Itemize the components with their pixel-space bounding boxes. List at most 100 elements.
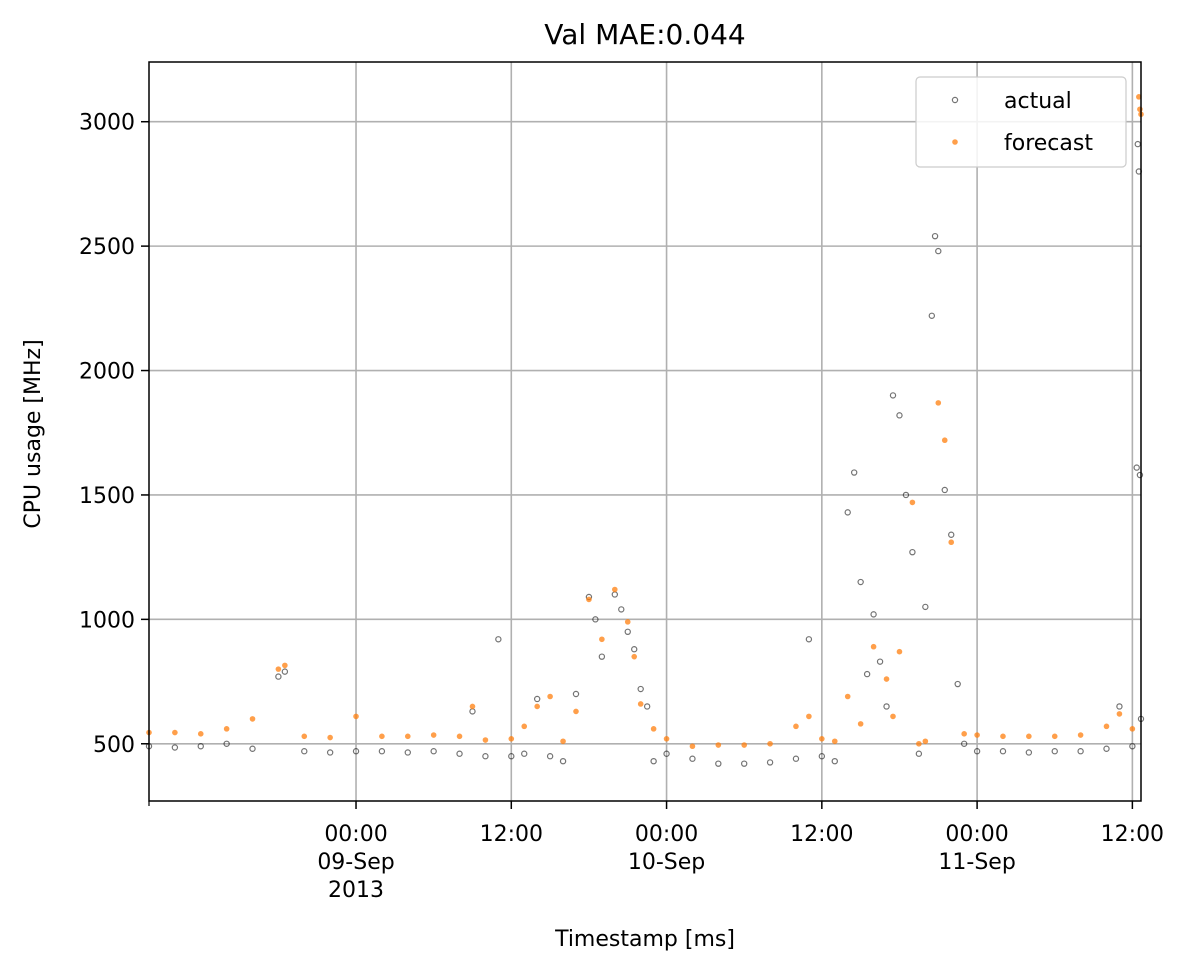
actual-point <box>378 748 386 755</box>
actual-point <box>1134 140 1141 148</box>
forecast-point <box>793 723 799 730</box>
actual-point <box>948 531 955 538</box>
actual-point <box>863 670 871 678</box>
actual-point <box>844 509 851 516</box>
x-tick-label: 11-Sep <box>938 850 1015 875</box>
legend-box <box>915 76 1127 168</box>
actual-point <box>611 591 619 598</box>
forecast-point <box>883 676 890 682</box>
forecast-point <box>961 731 967 737</box>
forecast-point <box>547 693 553 700</box>
forecast-point <box>482 737 489 743</box>
actual-point <box>931 232 939 240</box>
actual-point <box>1077 748 1084 755</box>
forecast-point <box>941 437 948 444</box>
forecast-point <box>870 643 877 650</box>
x-tick-label: 09-Sep <box>317 850 394 875</box>
forecast-point <box>819 735 825 742</box>
forecast-point <box>534 703 540 710</box>
actual-point <box>533 695 541 703</box>
actual-point <box>1025 749 1033 756</box>
forecast-point <box>275 666 282 672</box>
forecast-point <box>1077 732 1084 738</box>
actual-point <box>1136 471 1144 479</box>
forecast-point <box>573 708 579 715</box>
forecast-point <box>715 742 722 748</box>
actual-point <box>818 753 826 760</box>
forecast-point <box>456 733 463 740</box>
forecast-point <box>909 499 916 506</box>
actual-point <box>715 760 722 767</box>
y-tick-label: 2000 <box>79 360 135 385</box>
actual-point <box>915 750 923 757</box>
actual-point <box>223 740 230 747</box>
forecast-point <box>469 703 476 710</box>
actual-point <box>598 653 606 660</box>
actual-point <box>766 759 774 766</box>
actual-point <box>430 748 437 755</box>
forecast-point <box>172 729 178 736</box>
forecast-point <box>806 713 812 720</box>
forecast-point <box>1103 723 1110 730</box>
grid-lines <box>149 62 1141 801</box>
actual-point <box>352 748 360 755</box>
actual-point <box>572 690 580 698</box>
forecast-point <box>650 726 657 732</box>
forecast-point <box>249 716 256 722</box>
actual-point <box>301 748 308 755</box>
chart-title: Val MAE:0.044 <box>544 18 745 51</box>
forecast-point <box>404 733 411 740</box>
y-tick-label: 3000 <box>79 111 135 136</box>
actual-point <box>404 749 411 756</box>
actual-point <box>960 740 968 747</box>
forecast-point <box>327 734 333 741</box>
x-tick-label: 00:00 <box>635 822 698 847</box>
actual-point <box>275 673 282 680</box>
forecast-point <box>974 732 980 738</box>
forecast-point <box>1137 106 1143 113</box>
actual-point <box>792 755 800 762</box>
actual-point <box>928 312 936 319</box>
x-tick-label: 12:00 <box>1101 822 1164 847</box>
forecast-point <box>508 735 515 742</box>
x-tick-label: 00:00 <box>945 822 1008 847</box>
y-tick-label: 2500 <box>79 235 135 260</box>
actual-point <box>326 749 334 756</box>
actual-point <box>643 703 651 710</box>
forecast-point <box>612 586 618 593</box>
x-axis-label: Timestamp [ms] <box>554 927 735 952</box>
actual-point <box>197 743 204 750</box>
y-tick-label: 1000 <box>79 608 135 633</box>
actual-point <box>469 708 476 715</box>
actual-point <box>631 646 638 653</box>
actual-point <box>999 748 1007 755</box>
actual-point <box>909 548 916 556</box>
forecast-point <box>1026 733 1032 740</box>
actual-point <box>637 685 644 693</box>
actual-point <box>889 392 897 399</box>
actual-point <box>954 680 961 688</box>
forecast-point <box>741 742 747 748</box>
actual-series <box>145 140 1145 767</box>
forecast-point <box>637 701 644 707</box>
actual-point <box>663 750 670 757</box>
actual-point <box>870 611 877 618</box>
forecast-point <box>1136 94 1142 100</box>
actual-point <box>883 703 890 710</box>
forecast-point <box>922 738 929 745</box>
forecast-point <box>599 636 605 643</box>
x-tick-label: 12:00 <box>790 822 853 847</box>
legend: actual forecast <box>915 76 1127 168</box>
forecast-point <box>586 596 592 603</box>
legend-label-forecast: forecast <box>1004 131 1093 156</box>
forecast-point <box>767 740 773 747</box>
forecast-point <box>1000 733 1006 740</box>
forecast-point <box>430 732 437 738</box>
y-tick-label: 1500 <box>79 484 135 509</box>
actual-point <box>618 606 625 613</box>
actual-point <box>546 753 554 760</box>
actual-point <box>831 757 838 765</box>
forecast-point <box>631 653 638 660</box>
actual-point <box>896 412 903 419</box>
y-tick-label: 500 <box>93 733 135 758</box>
